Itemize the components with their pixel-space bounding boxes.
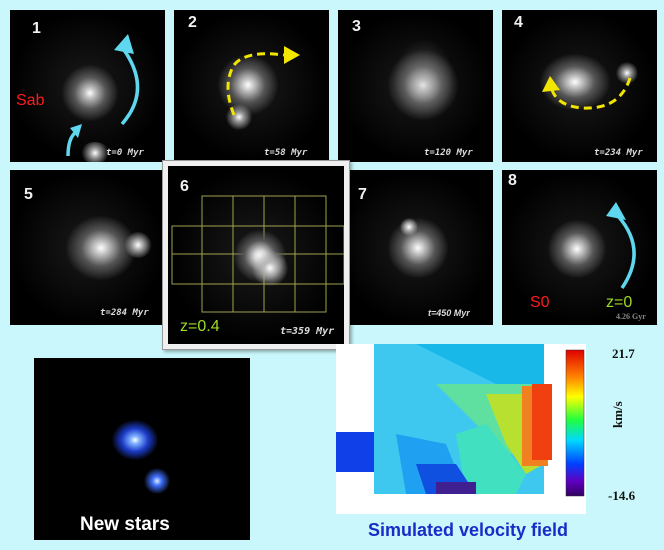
galaxy-core (548, 220, 606, 278)
panel-number: 6 (180, 178, 189, 195)
companion-galaxy (124, 232, 152, 258)
colorbar-max: 21.7 (612, 346, 635, 361)
colorbar-min: -14.6 (608, 488, 636, 503)
colorbar-unit: km/s (610, 401, 625, 428)
companion-galaxy (616, 62, 638, 84)
panel-number: 1 (32, 20, 41, 37)
panel-number: 5 (24, 186, 33, 203)
velocity-field-title: Simulated velocity field (368, 520, 569, 540)
panel-6: 6 z=0.4 t=359 Myr (168, 166, 344, 344)
time-label: t=0 Myr (106, 148, 144, 158)
colorbar (565, 349, 585, 497)
time-label: t=450 Myr (428, 308, 470, 318)
time-label: t=58 Myr (264, 148, 308, 158)
panel-number: 3 (352, 18, 361, 35)
panel-5: 5 t=284 Myr (10, 170, 165, 325)
new-stars-image: New stars (34, 358, 250, 540)
galaxy-type-label: Sab (16, 92, 45, 109)
new-stars-label: New stars (80, 514, 170, 535)
trajectory-arrow (226, 46, 300, 116)
galaxy-core (388, 218, 448, 278)
panel-number: 2 (188, 14, 197, 31)
time-label: t=120 Myr (424, 148, 473, 158)
panel-8: 8 S0 z=0 4.26 Gyr (502, 170, 657, 325)
velocity-map-cells (336, 344, 552, 514)
companion-galaxy (252, 250, 288, 286)
star-cluster-bright (112, 420, 158, 460)
galaxy-core (62, 65, 118, 121)
time-label: t=284 Myr (100, 308, 149, 318)
companion-galaxy (400, 218, 418, 236)
companion-galaxy (80, 142, 110, 162)
panel-6-frame: 6 z=0.4 t=359 Myr (162, 160, 350, 350)
star-cluster-secondary (144, 468, 170, 494)
panel-1: 1 Sab t=0 Myr (10, 10, 165, 162)
panel-7: 7 t=450 Myr (338, 170, 493, 325)
time-label: t=359 Myr (280, 326, 335, 337)
panel-4: 4 t=234 Myr (502, 10, 657, 162)
time-label: 4.26 Gyr (616, 312, 646, 321)
trajectory-arrow (542, 76, 632, 110)
panel-number: 8 (508, 172, 517, 189)
redshift-label: z=0 (606, 294, 633, 311)
velocity-field-map (336, 344, 586, 514)
ifu-grid (171, 195, 344, 313)
galaxy-type-label: S0 (530, 294, 550, 311)
panel-3: 3 t=120 Myr (338, 10, 493, 162)
tidal-tail (394, 38, 454, 118)
redshift-label: z=0.4 (180, 318, 220, 335)
rotation-arrow (606, 202, 636, 289)
time-label: t=234 Myr (594, 148, 643, 158)
galaxy-core (388, 50, 458, 120)
panel-number: 4 (514, 14, 523, 31)
rotation-arrows (66, 34, 140, 157)
panel-number: 7 (358, 186, 367, 203)
panel-2: 2 t=58 Myr (174, 10, 329, 162)
